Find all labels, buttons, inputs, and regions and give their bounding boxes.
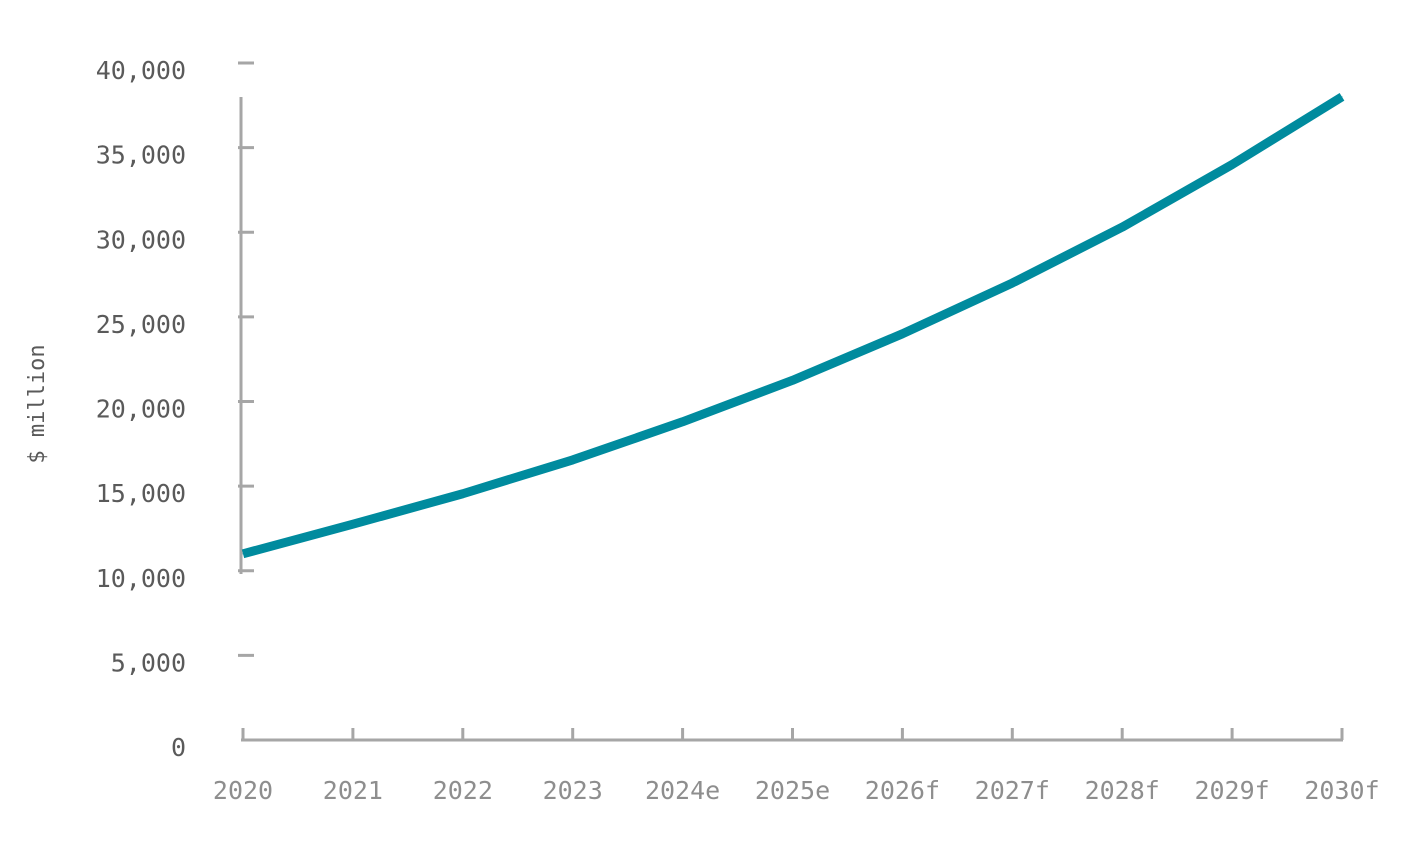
data-point	[1011, 282, 1013, 284]
series-layer	[241, 93, 1345, 559]
data-point	[572, 459, 574, 461]
data-point	[352, 523, 354, 525]
x-tick-label: 2029f	[1194, 776, 1269, 805]
y-tick-label: 25,000	[96, 310, 186, 339]
y-tick-label: 15,000	[96, 479, 186, 508]
data-point	[1341, 96, 1343, 98]
y-axis: 0 5,000 10,000 15,000 20,000 25,000 30,000 35,0…	[96, 56, 254, 762]
data-point	[1231, 164, 1233, 166]
x-tick-label: 2026f	[865, 776, 940, 805]
data-point	[792, 379, 793, 381]
series-line	[241, 93, 1345, 559]
x-tick-label: 2027f	[975, 776, 1050, 805]
data-point	[1121, 226, 1123, 228]
x-tick-label: 2030f	[1304, 776, 1379, 805]
y-tick-label: 30,000	[96, 225, 186, 254]
y-tick-label: 20,000	[96, 395, 186, 424]
x-tick-label: 2020	[213, 776, 273, 805]
y-tick-label: 10,000	[96, 564, 186, 593]
data-point	[462, 493, 464, 495]
data-point	[682, 421, 684, 423]
y-axis-title: $ million	[25, 344, 50, 463]
data-point	[901, 333, 903, 335]
data-point	[242, 553, 244, 555]
x-tick-label: 2025e	[755, 776, 830, 805]
y-tick-label: 40,000	[96, 56, 186, 85]
x-tick-label: 2028f	[1085, 776, 1160, 805]
x-tick-label: 2022	[433, 776, 493, 805]
x-tick-label: 2024e	[645, 776, 720, 805]
y-tick-label: 5,000	[111, 648, 186, 677]
x-tick-label: 2021	[323, 776, 383, 805]
y-tick-label: 35,000	[96, 141, 186, 170]
x-tick-label: 2023	[543, 776, 603, 805]
y-tick-label: 0	[171, 733, 186, 762]
x-axis: 2020 2021 2022 2023 2024e 2025e 2026f 2027f 2028…	[213, 728, 1380, 805]
